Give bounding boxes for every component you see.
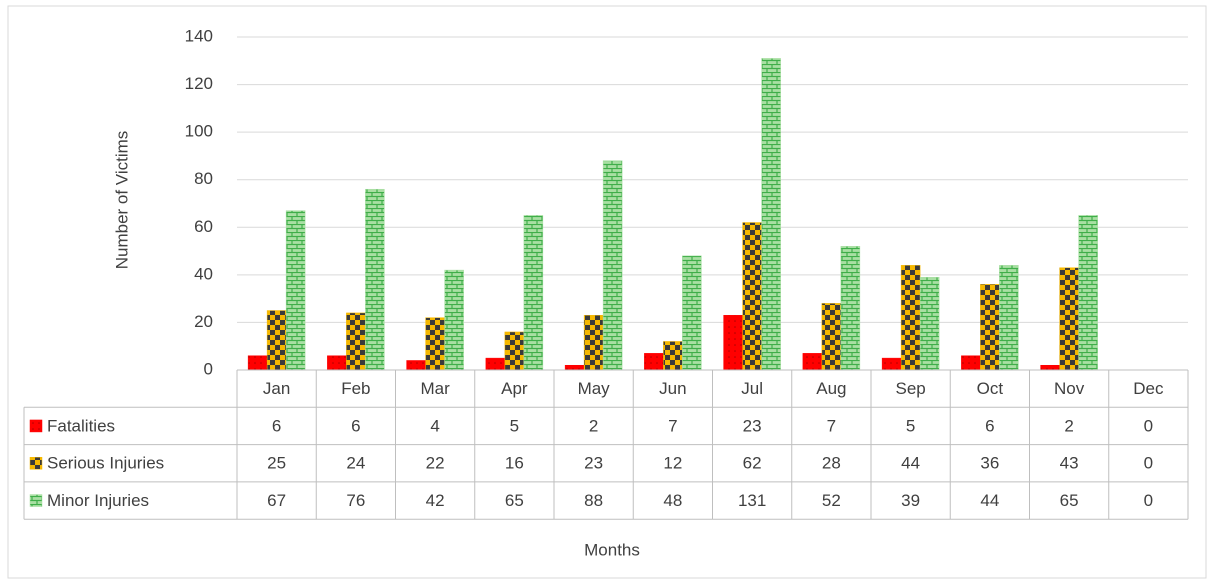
legend-label: Fatalities	[47, 416, 115, 435]
bar	[266, 310, 287, 371]
y-tick-label: 140	[185, 26, 213, 45]
bar	[999, 265, 1019, 371]
bar	[425, 317, 445, 371]
bar	[564, 364, 585, 371]
x-tick-label: Apr	[501, 379, 528, 398]
bar	[444, 269, 464, 371]
bar	[504, 331, 525, 371]
x-tick-label: Mar	[420, 379, 450, 398]
table-value: 0	[1144, 491, 1153, 510]
table-value: 23	[743, 416, 762, 435]
y-tick-label: 0	[204, 359, 213, 378]
bar	[900, 265, 921, 371]
table-value: 52	[822, 491, 841, 510]
x-tick-label: Sep	[896, 379, 926, 398]
table-value: 65	[1060, 491, 1079, 510]
bar	[980, 284, 1000, 371]
y-tick-label: 60	[194, 217, 213, 236]
table-value: 44	[980, 491, 999, 510]
table-value: 7	[827, 416, 836, 435]
table-value: 7	[668, 416, 677, 435]
table-value: 6	[351, 416, 360, 435]
table-value: 16	[505, 454, 524, 473]
legend-label: Serious Injuries	[47, 454, 164, 473]
table-value: 62	[743, 454, 762, 473]
table-value: 22	[426, 454, 445, 473]
bar	[742, 222, 762, 371]
table-value: 6	[272, 416, 281, 435]
table-value: 2	[589, 416, 598, 435]
x-tick-label: Dec	[1133, 379, 1164, 398]
table-value: 2	[1064, 416, 1073, 435]
table-value: 43	[1060, 454, 1079, 473]
table-value: 36	[980, 454, 999, 473]
y-axis-label: Number of Victims	[112, 131, 131, 270]
legend-key	[29, 419, 43, 433]
bar	[346, 312, 366, 371]
x-tick-label: Jun	[659, 379, 686, 398]
bar	[285, 210, 306, 371]
table-value: 28	[822, 454, 841, 473]
bar	[1040, 364, 1060, 371]
table-value: 131	[738, 491, 766, 510]
y-tick-label: 100	[185, 122, 213, 141]
bar	[821, 303, 842, 371]
x-tick-label: Aug	[816, 379, 846, 398]
bar	[365, 188, 385, 371]
y-tick-label: 40	[194, 264, 213, 283]
table-value: 42	[426, 491, 445, 510]
x-tick-label: Feb	[341, 379, 370, 398]
table-value: 48	[663, 491, 682, 510]
table-value: 23	[584, 454, 603, 473]
y-tick-label: 20	[194, 312, 213, 331]
bar	[327, 355, 347, 371]
x-axis-label: Months	[584, 540, 640, 559]
bar	[583, 315, 604, 371]
table-value: 4	[430, 416, 439, 435]
bar	[761, 58, 781, 371]
table-value: 39	[901, 491, 920, 510]
table-value: 5	[906, 416, 915, 435]
table-value: 67	[267, 491, 286, 510]
bar	[1059, 267, 1079, 371]
legend-key	[29, 494, 43, 507]
table-value: 65	[505, 491, 524, 510]
x-tick-label: Jan	[263, 379, 290, 398]
table-value: 0	[1144, 416, 1153, 435]
table-value: 12	[663, 454, 682, 473]
x-tick-label: Nov	[1054, 379, 1085, 398]
legend-key	[29, 457, 43, 470]
bar	[1078, 215, 1098, 371]
legend-label: Minor Injuries	[47, 491, 149, 510]
x-tick-label: Oct	[977, 379, 1004, 398]
bar	[682, 255, 702, 371]
table-value: 76	[346, 491, 365, 510]
table-value: 25	[267, 454, 286, 473]
table-value: 44	[901, 454, 920, 473]
table-value: 0	[1144, 454, 1153, 473]
bar	[802, 353, 823, 371]
y-tick-label: 80	[194, 169, 213, 188]
bar	[919, 276, 940, 371]
table-value: 24	[346, 454, 365, 473]
bar	[602, 160, 623, 371]
x-tick-label: May	[578, 379, 611, 398]
table-value: 88	[584, 491, 603, 510]
bar	[247, 355, 268, 371]
bar	[961, 355, 981, 371]
x-tick-label: Jul	[741, 379, 763, 398]
y-tick-label: 120	[185, 74, 213, 93]
bar	[485, 357, 506, 371]
bar	[663, 341, 683, 371]
bar	[840, 246, 861, 371]
bar	[644, 353, 664, 371]
bar	[406, 360, 426, 371]
bar	[723, 315, 743, 371]
bar	[523, 215, 544, 371]
bar	[881, 357, 902, 371]
table-value: 5	[510, 416, 519, 435]
table-value: 6	[985, 416, 994, 435]
